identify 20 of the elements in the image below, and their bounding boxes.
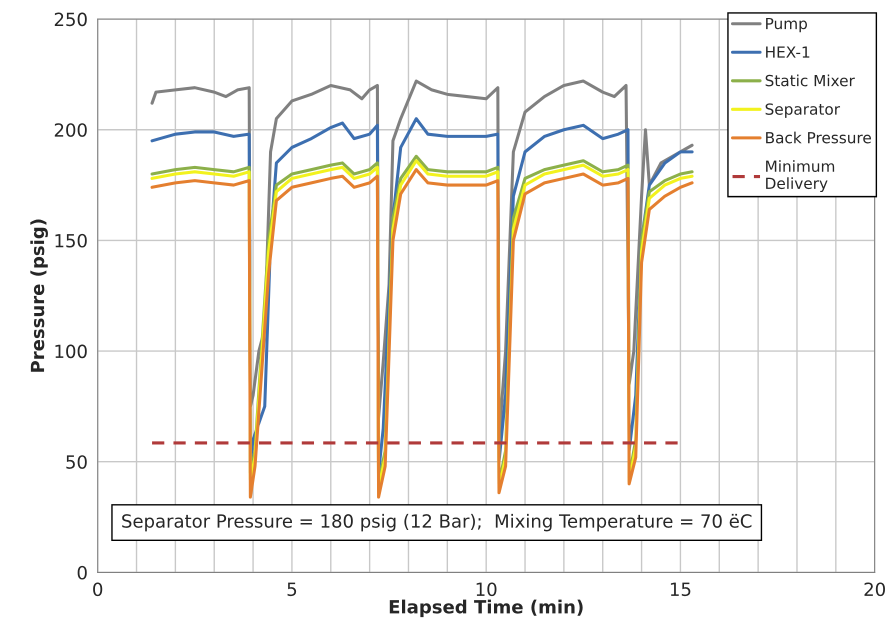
x-axis-title: Elapsed Time (min) <box>390 600 583 618</box>
y-tick-label: 0 <box>78 566 87 580</box>
legend-label: Back Pressure <box>766 132 871 144</box>
legend-label: Pump <box>766 18 807 32</box>
y-tick-label: 100 <box>55 344 87 358</box>
y-tick-label: 150 <box>55 234 87 248</box>
x-tick-label: 10 <box>476 582 496 596</box>
y-axis-title: Pressure (psig) <box>30 220 48 372</box>
x-tick-label: 15 <box>670 582 690 596</box>
legend-label: Static Mixer <box>766 74 855 86</box>
legend-label: Minimum Delivery <box>766 160 834 192</box>
y-tick-label: 250 <box>54 12 87 26</box>
x-tick-label: 20 <box>864 582 885 596</box>
x-tick-label: 5 <box>288 582 296 596</box>
legend-label: Separator <box>766 103 840 118</box>
legend-label: HEX-1 <box>766 46 810 58</box>
x-tick-label: 0 <box>93 582 102 596</box>
annotation: Separator Pressure = 180 psig (12 Bar); Mixing Temperature = 70 ëC <box>122 514 752 532</box>
y-tick-label: 200 <box>54 123 87 137</box>
y-tick-label: 50 <box>66 455 87 469</box>
